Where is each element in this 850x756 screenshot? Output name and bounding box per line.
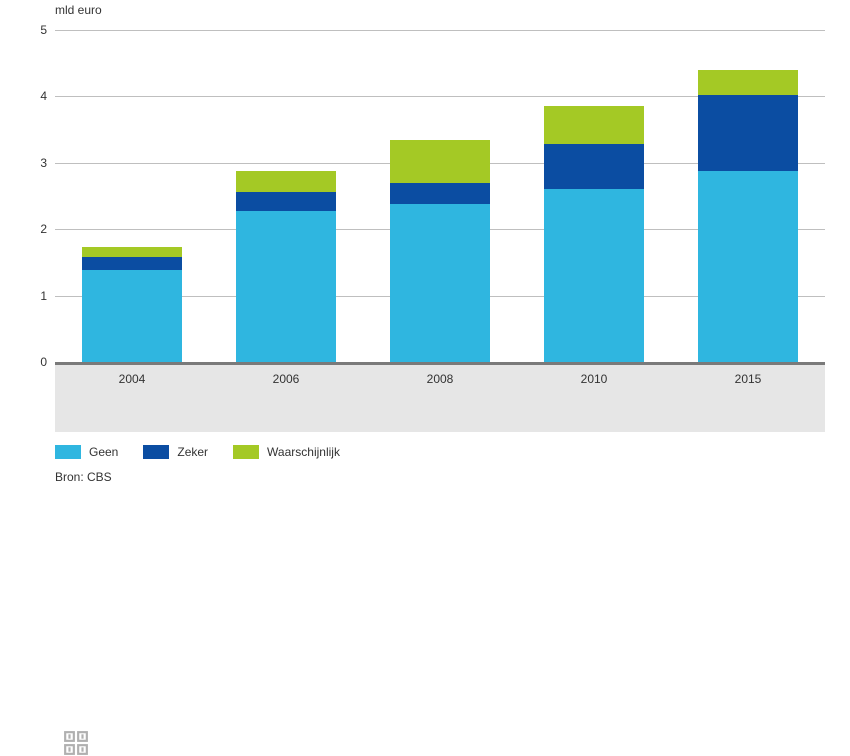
chart-container: mld euro 01234520042006200820102015 Geen… bbox=[0, 0, 850, 502]
bar-segment-waarschijnlijk bbox=[82, 247, 182, 257]
y-tick-label: 4 bbox=[25, 89, 47, 103]
cbs-logo-icon bbox=[63, 730, 89, 756]
legend-swatch-icon bbox=[233, 445, 259, 459]
legend-label: Geen bbox=[89, 445, 118, 459]
bar-group bbox=[82, 247, 182, 362]
x-tick-label: 2004 bbox=[119, 372, 146, 386]
plot-area: 01234520042006200820102015 bbox=[55, 30, 825, 362]
source-label: Bron: CBS bbox=[55, 470, 112, 484]
y-axis-title: mld euro bbox=[55, 3, 102, 17]
bar-segment-geen bbox=[544, 189, 644, 362]
bar-segment-zeker bbox=[544, 144, 644, 189]
bar-group bbox=[390, 140, 490, 362]
bar-group bbox=[236, 171, 336, 362]
x-tick-label: 2008 bbox=[427, 372, 454, 386]
bar-segment-waarschijnlijk bbox=[236, 171, 336, 192]
bar-segment-waarschijnlijk bbox=[698, 70, 798, 95]
legend-swatch-icon bbox=[143, 445, 169, 459]
bar-segment-geen bbox=[698, 171, 798, 362]
x-tick-label: 2006 bbox=[273, 372, 300, 386]
bar-segment-zeker bbox=[390, 183, 490, 204]
bar-segment-zeker bbox=[698, 95, 798, 171]
x-tick-label: 2015 bbox=[735, 372, 762, 386]
x-tick-label: 2010 bbox=[581, 372, 608, 386]
bar-segment-waarschijnlijk bbox=[544, 106, 644, 145]
grid-line bbox=[55, 30, 825, 31]
bar-segment-geen bbox=[390, 204, 490, 362]
legend-item-zeker: Zeker bbox=[143, 445, 208, 459]
legend-item-waarschijnlijk: Waarschijnlijk bbox=[233, 445, 340, 459]
legend-swatch-icon bbox=[55, 445, 81, 459]
bar-segment-zeker bbox=[82, 257, 182, 270]
legend-label: Zeker bbox=[177, 445, 208, 459]
y-tick-label: 3 bbox=[25, 156, 47, 170]
bar-segment-geen bbox=[236, 211, 336, 362]
bar-segment-waarschijnlijk bbox=[390, 140, 490, 183]
bar-segment-zeker bbox=[236, 192, 336, 211]
y-tick-label: 5 bbox=[25, 23, 47, 37]
legend: Geen Zeker Waarschijnlijk bbox=[55, 445, 340, 459]
axis-baseline bbox=[55, 362, 825, 365]
y-tick-label: 1 bbox=[25, 289, 47, 303]
y-tick-label: 2 bbox=[25, 222, 47, 236]
bar-group bbox=[698, 70, 798, 362]
legend-item-geen: Geen bbox=[55, 445, 118, 459]
y-tick-label: 0 bbox=[25, 355, 47, 369]
bar-group bbox=[544, 106, 644, 362]
bar-segment-geen bbox=[82, 270, 182, 362]
legend-label: Waarschijnlijk bbox=[267, 445, 340, 459]
